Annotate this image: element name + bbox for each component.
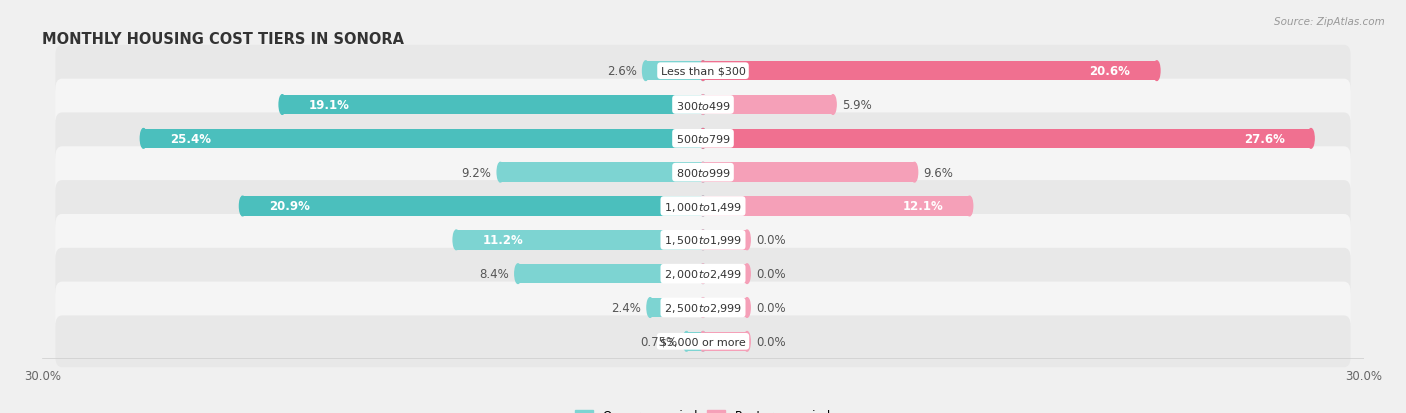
- Ellipse shape: [700, 129, 706, 149]
- Ellipse shape: [911, 163, 918, 183]
- Text: 12.1%: 12.1%: [903, 200, 943, 213]
- Text: $500 to $799: $500 to $799: [675, 133, 731, 145]
- Ellipse shape: [683, 332, 690, 351]
- Ellipse shape: [239, 197, 246, 216]
- Bar: [703, 332, 747, 351]
- Text: $2,000 to $2,499: $2,000 to $2,499: [664, 268, 742, 280]
- FancyBboxPatch shape: [55, 113, 1351, 165]
- Ellipse shape: [700, 332, 706, 351]
- Text: MONTHLY HOUSING COST TIERS IN SONORA: MONTHLY HOUSING COST TIERS IN SONORA: [42, 32, 404, 47]
- Text: $300 to $499: $300 to $499: [675, 99, 731, 111]
- Ellipse shape: [700, 264, 706, 284]
- Text: 8.4%: 8.4%: [479, 268, 509, 280]
- Bar: [703, 230, 747, 250]
- Bar: [650, 298, 703, 318]
- Ellipse shape: [700, 95, 706, 115]
- Ellipse shape: [700, 95, 706, 115]
- Bar: [517, 264, 703, 284]
- Ellipse shape: [700, 230, 706, 250]
- Ellipse shape: [515, 264, 522, 284]
- Bar: [283, 95, 703, 115]
- Bar: [501, 163, 703, 183]
- Text: 9.6%: 9.6%: [924, 166, 953, 179]
- Text: 20.9%: 20.9%: [269, 200, 309, 213]
- Bar: [703, 264, 747, 284]
- Ellipse shape: [830, 95, 837, 115]
- Text: $2,500 to $2,999: $2,500 to $2,999: [664, 301, 742, 314]
- Bar: [703, 163, 914, 183]
- Text: 0.0%: 0.0%: [756, 335, 786, 348]
- Text: 2.4%: 2.4%: [612, 301, 641, 314]
- Bar: [703, 298, 747, 318]
- FancyBboxPatch shape: [55, 180, 1351, 233]
- Text: 0.0%: 0.0%: [756, 268, 786, 280]
- Ellipse shape: [498, 163, 503, 183]
- Text: 9.2%: 9.2%: [461, 166, 492, 179]
- Text: 0.0%: 0.0%: [756, 234, 786, 247]
- Ellipse shape: [700, 298, 706, 318]
- FancyBboxPatch shape: [55, 79, 1351, 131]
- Text: 25.4%: 25.4%: [170, 133, 211, 145]
- Bar: [703, 197, 970, 216]
- Bar: [243, 197, 703, 216]
- Ellipse shape: [744, 298, 751, 318]
- Bar: [645, 62, 703, 81]
- FancyBboxPatch shape: [55, 46, 1351, 97]
- Text: $3,000 or more: $3,000 or more: [661, 337, 745, 347]
- Text: 19.1%: 19.1%: [309, 99, 350, 112]
- Ellipse shape: [700, 264, 706, 284]
- FancyBboxPatch shape: [55, 248, 1351, 300]
- Legend: Owner-occupied, Renter-occupied: Owner-occupied, Renter-occupied: [571, 404, 835, 413]
- Ellipse shape: [700, 197, 706, 216]
- Ellipse shape: [700, 332, 706, 351]
- Text: 20.6%: 20.6%: [1090, 65, 1130, 78]
- Ellipse shape: [1308, 129, 1315, 149]
- Bar: [143, 129, 703, 149]
- Text: 0.0%: 0.0%: [756, 301, 786, 314]
- Ellipse shape: [700, 197, 706, 216]
- Ellipse shape: [744, 264, 751, 284]
- Ellipse shape: [700, 163, 706, 183]
- Text: Less than $300: Less than $300: [661, 66, 745, 76]
- Ellipse shape: [643, 62, 650, 81]
- Text: 27.6%: 27.6%: [1244, 133, 1285, 145]
- Ellipse shape: [700, 163, 706, 183]
- Bar: [686, 332, 703, 351]
- Ellipse shape: [453, 230, 460, 250]
- Ellipse shape: [1153, 62, 1160, 81]
- Bar: [703, 129, 1310, 149]
- FancyBboxPatch shape: [55, 214, 1351, 266]
- Text: 0.75%: 0.75%: [641, 335, 678, 348]
- Ellipse shape: [700, 298, 706, 318]
- Text: 5.9%: 5.9%: [842, 99, 872, 112]
- Text: $1,500 to $1,999: $1,500 to $1,999: [664, 234, 742, 247]
- Ellipse shape: [278, 95, 285, 115]
- Ellipse shape: [141, 129, 146, 149]
- Ellipse shape: [647, 298, 654, 318]
- Text: $1,000 to $1,499: $1,000 to $1,499: [664, 200, 742, 213]
- Ellipse shape: [700, 129, 706, 149]
- Bar: [703, 62, 1157, 81]
- Text: 2.6%: 2.6%: [607, 65, 637, 78]
- Text: 11.2%: 11.2%: [482, 234, 523, 247]
- Ellipse shape: [700, 62, 706, 81]
- Ellipse shape: [744, 332, 751, 351]
- Ellipse shape: [744, 230, 751, 250]
- Ellipse shape: [966, 197, 973, 216]
- FancyBboxPatch shape: [55, 282, 1351, 334]
- FancyBboxPatch shape: [55, 147, 1351, 199]
- Text: Source: ZipAtlas.com: Source: ZipAtlas.com: [1274, 17, 1385, 26]
- Text: $800 to $999: $800 to $999: [675, 167, 731, 179]
- Bar: [457, 230, 703, 250]
- Ellipse shape: [700, 62, 706, 81]
- FancyBboxPatch shape: [55, 316, 1351, 367]
- Bar: [703, 95, 832, 115]
- Ellipse shape: [700, 230, 706, 250]
